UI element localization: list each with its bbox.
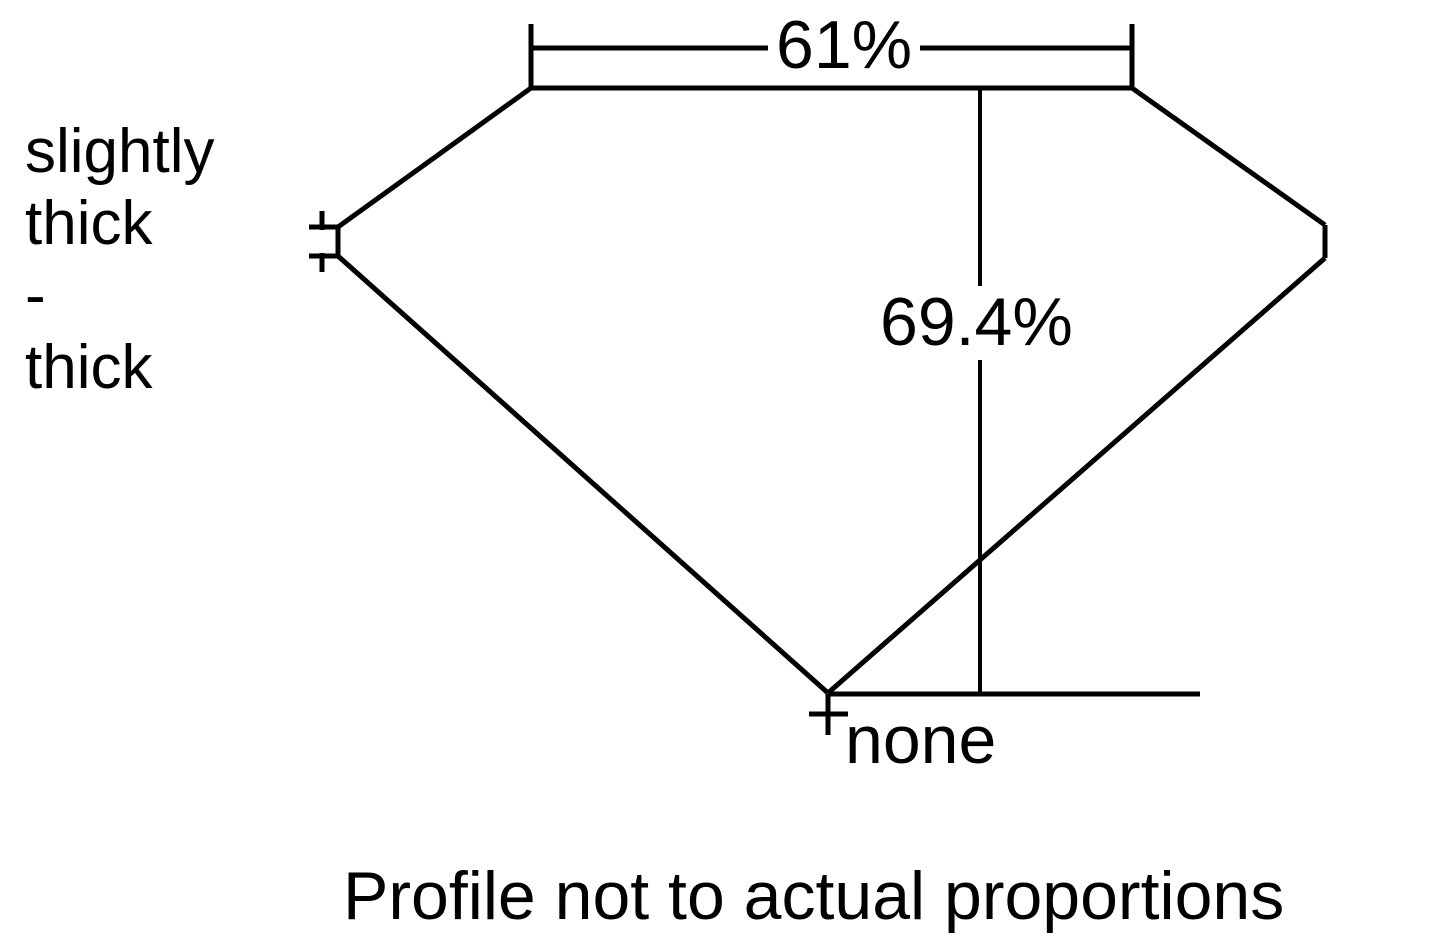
pavilion-facet-right bbox=[826, 256, 1327, 695]
table-percent-label: 61% bbox=[768, 11, 921, 79]
crown-facet-right bbox=[1130, 85, 1327, 228]
girdle-thickness-label: slightly thick - thick bbox=[25, 117, 215, 402]
diamond-outline-group bbox=[335, 85, 1328, 695]
culet-marker-group bbox=[809, 691, 1200, 735]
girdle-thickness-marker bbox=[309, 211, 340, 272]
pavilion-facet-left bbox=[336, 254, 830, 695]
proportions-disclaimer-label: Profile not to actual proportions bbox=[343, 858, 1285, 934]
depth-percent-label: 69.4% bbox=[874, 286, 1079, 358]
crown-facet-left bbox=[336, 85, 533, 230]
culet-size-label: none bbox=[845, 702, 997, 778]
